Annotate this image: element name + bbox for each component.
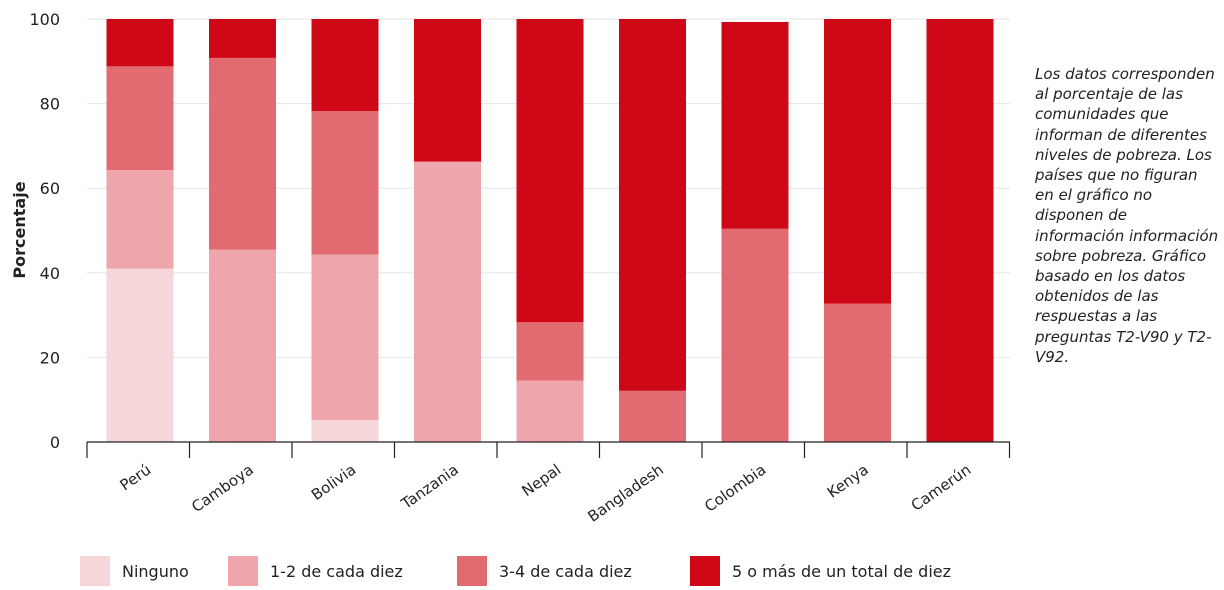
bar-segment bbox=[516, 322, 584, 381]
bar-segment bbox=[106, 268, 174, 442]
bar-segment bbox=[106, 170, 174, 269]
bar-segment bbox=[106, 66, 174, 171]
legend-swatch bbox=[228, 556, 258, 586]
bar-segment bbox=[414, 19, 481, 162]
bar-segment bbox=[516, 380, 584, 442]
bar-segment bbox=[824, 303, 891, 442]
y-axis-label: Porcentaje bbox=[10, 181, 29, 278]
y-tick-label: 100 bbox=[29, 10, 60, 29]
bar-segment bbox=[926, 19, 994, 442]
legend-label: 5 o más de un total de diez bbox=[732, 562, 952, 581]
legend-label: Ninguno bbox=[122, 562, 189, 581]
bar-segment bbox=[824, 19, 891, 304]
bar-segment bbox=[106, 19, 174, 67]
legend-label: 1-2 de cada diez bbox=[270, 562, 403, 581]
bars bbox=[106, 19, 994, 442]
bar-segment bbox=[209, 57, 276, 250]
x-tick-label: Camerún bbox=[908, 461, 975, 515]
x-tick-labels: Perú Camboya Bolivia Tanzania Nepal Banglades… bbox=[117, 461, 975, 526]
bar-segment bbox=[209, 19, 276, 58]
x-tick-label: Nepal bbox=[518, 461, 564, 501]
x-tick-label: Bolivia bbox=[308, 461, 359, 504]
legend-swatch bbox=[690, 556, 720, 586]
bar-segment bbox=[311, 19, 379, 112]
bar-segment bbox=[311, 420, 379, 442]
bar-segment bbox=[311, 254, 379, 421]
x-tick-label: Perú bbox=[117, 461, 155, 495]
y-tick-labels: 0 20 40 60 80 100 bbox=[29, 10, 60, 452]
x-tick-label: Bangladesh bbox=[584, 461, 666, 526]
bar-segment bbox=[619, 390, 686, 442]
axes bbox=[86, 441, 1011, 458]
y-tick-label: 0 bbox=[50, 433, 60, 452]
bar-segment bbox=[209, 249, 276, 442]
bar-segment bbox=[721, 21, 789, 229]
y-tick-label: 80 bbox=[40, 95, 60, 114]
legend-swatch bbox=[457, 556, 487, 586]
legend-swatch bbox=[80, 556, 110, 586]
chart-note: Los datos corresponden al porcentaje de … bbox=[1035, 65, 1219, 366]
x-tick-label: Kenya bbox=[824, 461, 872, 502]
x-tick-label: Tanzania bbox=[397, 461, 462, 514]
x-tick-label: Colombia bbox=[701, 461, 769, 516]
x-tick-label: Camboya bbox=[188, 461, 257, 516]
bar-segment bbox=[414, 161, 481, 442]
bar-segment bbox=[721, 228, 789, 442]
legend-label: 3-4 de cada diez bbox=[499, 562, 632, 581]
y-tick-label: 20 bbox=[40, 348, 60, 367]
bar-segment bbox=[619, 19, 686, 391]
bar-segment bbox=[311, 111, 379, 255]
bar-segment bbox=[516, 19, 584, 323]
y-tick-label: 60 bbox=[40, 179, 60, 198]
y-tick-label: 40 bbox=[40, 264, 60, 283]
